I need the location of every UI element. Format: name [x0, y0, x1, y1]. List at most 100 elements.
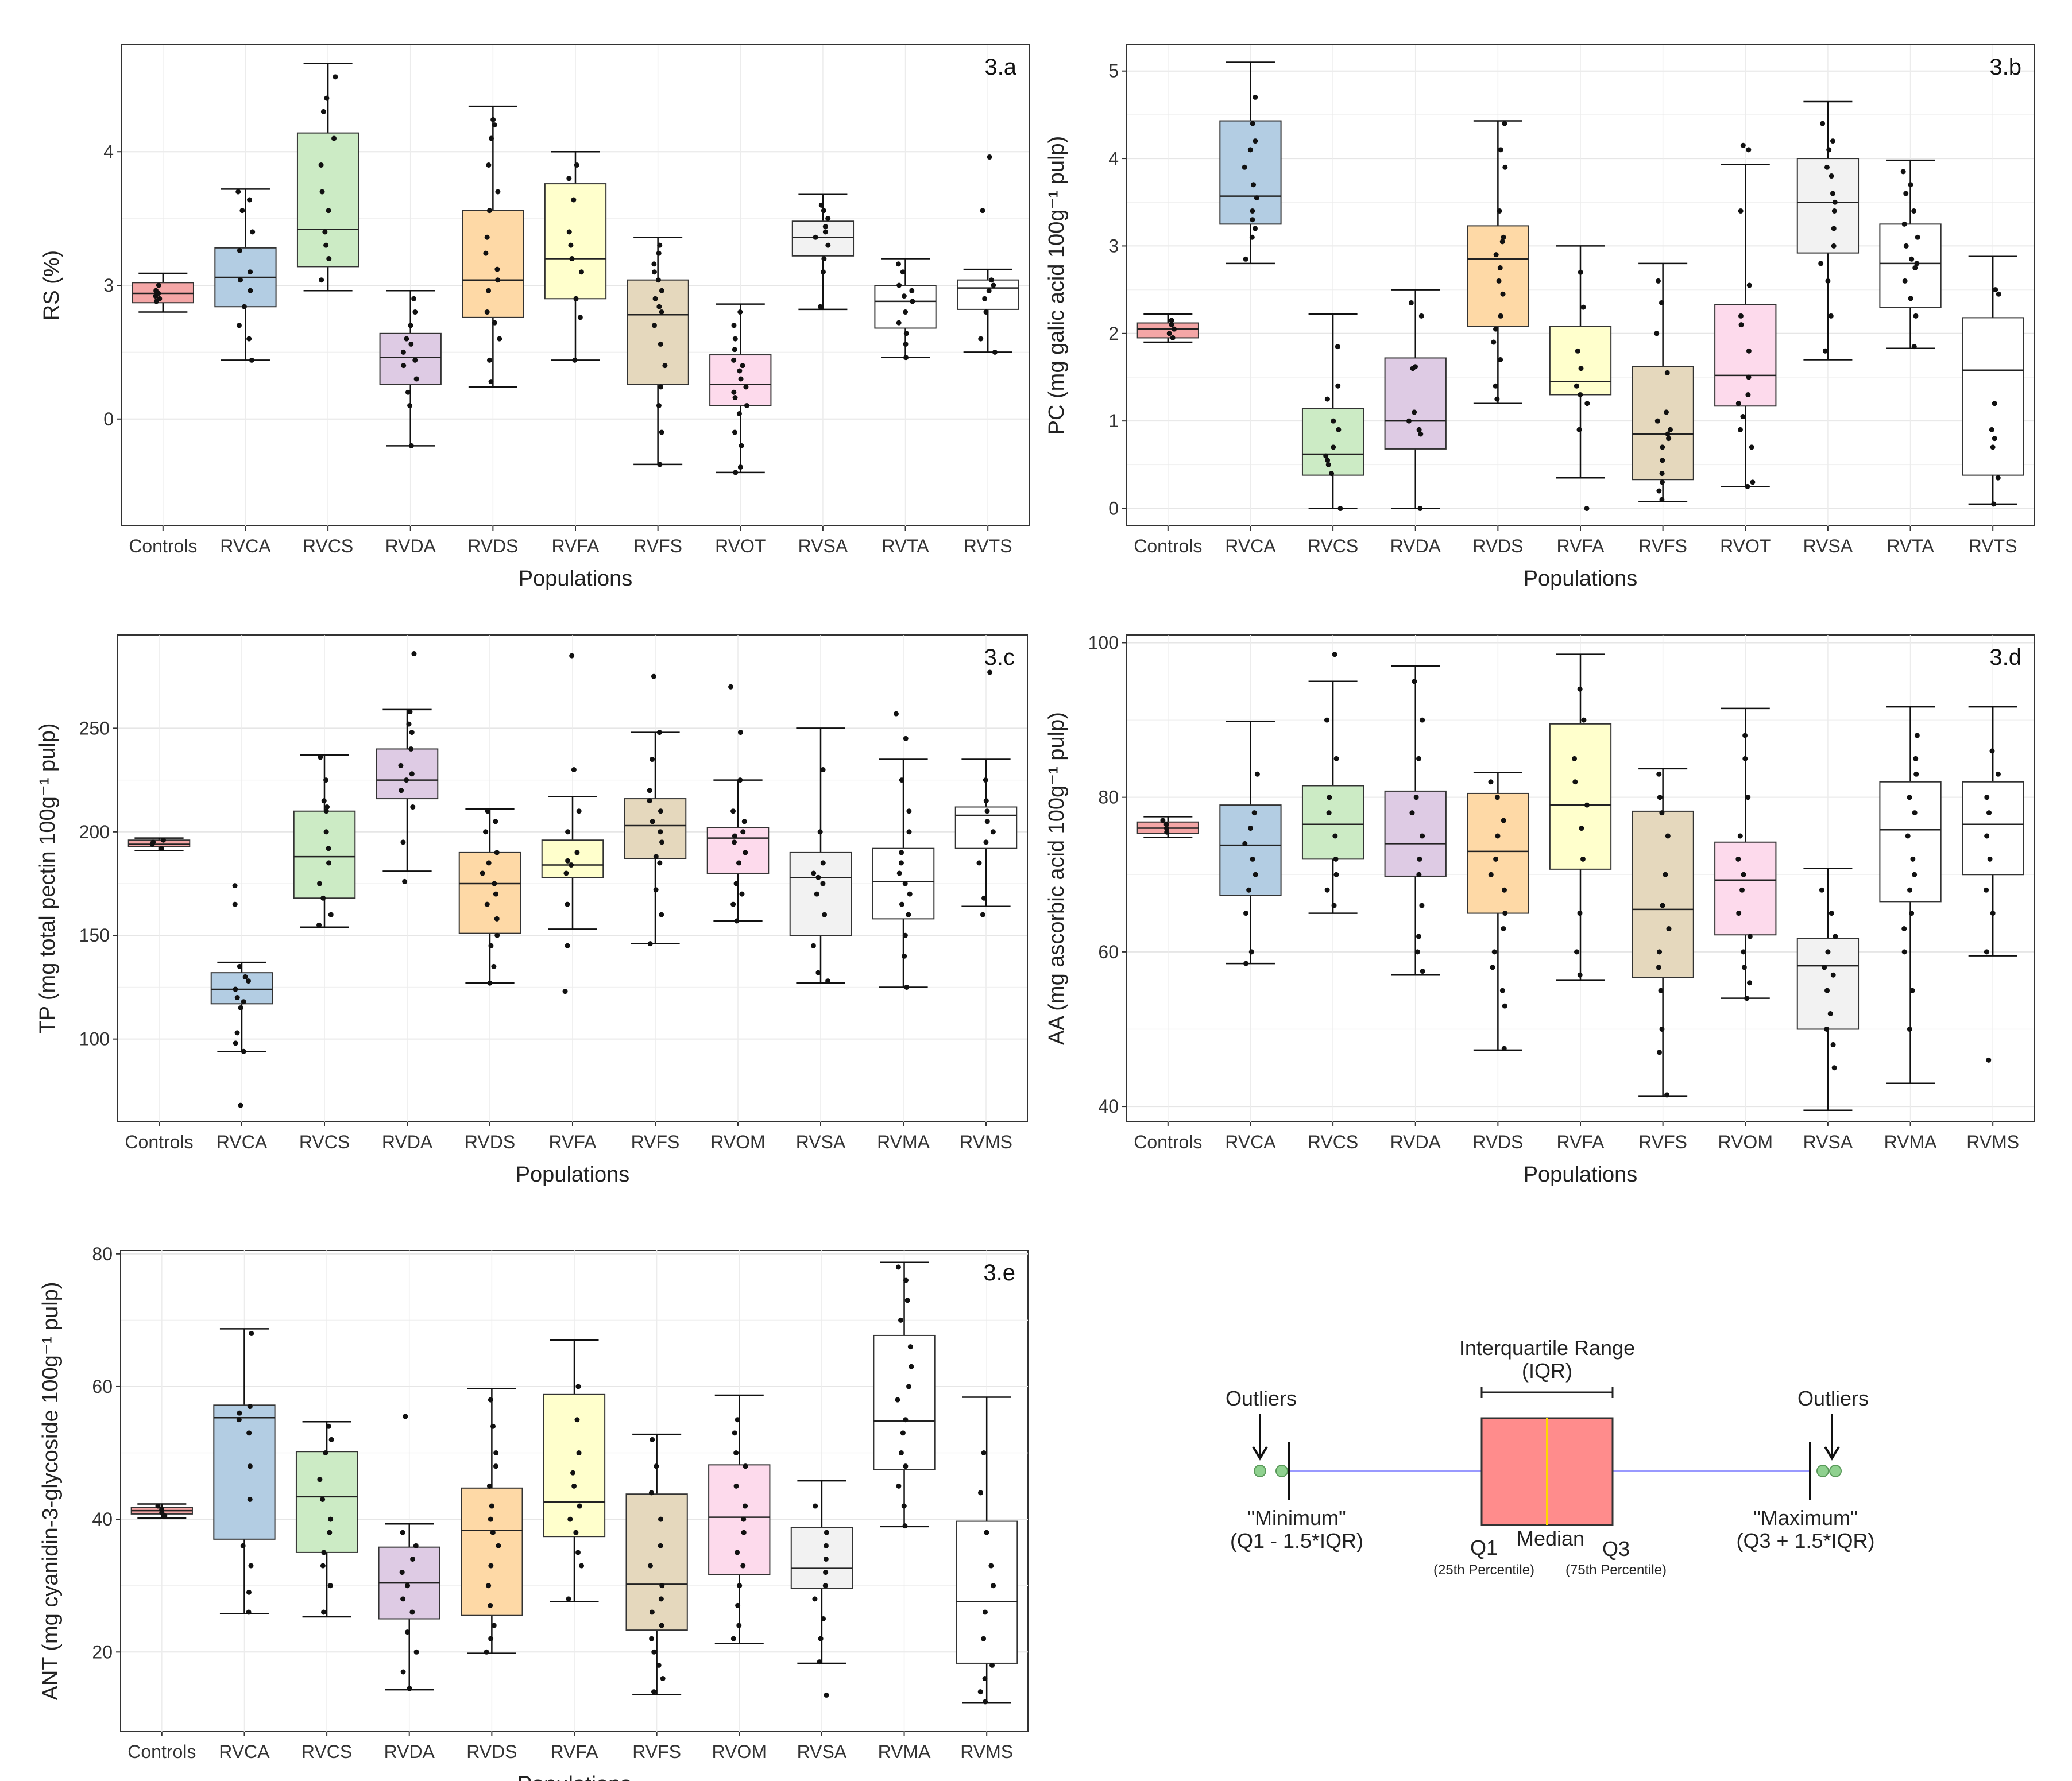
data-point [1905, 833, 1911, 839]
data-point [407, 403, 413, 408]
data-point [647, 798, 652, 804]
data-point [1578, 392, 1583, 397]
data-point [903, 1463, 909, 1469]
data-point [1989, 748, 1995, 754]
data-point [898, 1317, 904, 1323]
data-point [247, 1496, 253, 1502]
data-point [1419, 903, 1425, 908]
data-point [242, 974, 248, 979]
data-point [736, 1623, 742, 1628]
data-point [409, 730, 415, 735]
data-point [988, 1563, 994, 1569]
data-point [904, 1298, 910, 1303]
data-point [491, 1623, 497, 1628]
data-point [571, 197, 577, 203]
data-point [495, 189, 501, 195]
data-point [1901, 949, 1907, 955]
data-point [1830, 1042, 1836, 1047]
data-point [1659, 471, 1665, 477]
data-point [651, 269, 657, 275]
panel-3-d: 40 60 80 100 Controls RVCA RVCS RVDA RVDS RVFA RVF… [1045, 632, 2035, 1187]
data-point [493, 1450, 499, 1456]
data-point [407, 709, 413, 715]
data-point [895, 261, 901, 267]
data-point [900, 269, 906, 275]
legend-outlier-right-1 [1816, 1465, 1829, 1477]
data-point [901, 293, 907, 299]
box-RVDA [1384, 790, 1447, 877]
data-point [736, 860, 742, 866]
data-point [1584, 506, 1590, 512]
data-point [741, 1516, 747, 1522]
data-point [1498, 147, 1503, 153]
data-point [650, 1437, 655, 1442]
data-point [402, 878, 408, 884]
data-point [572, 357, 578, 363]
data-point [577, 1503, 582, 1509]
data-point [909, 1364, 914, 1369]
data-point [410, 1556, 416, 1562]
data-point [567, 1516, 573, 1522]
data-point [574, 850, 580, 855]
data-point [1501, 234, 1506, 240]
data-point [565, 858, 571, 864]
data-point [1251, 182, 1257, 188]
data-point [1819, 887, 1824, 893]
data-point [320, 1609, 326, 1615]
data-point [731, 357, 737, 363]
data-point [1170, 335, 1176, 340]
data-point [1333, 856, 1339, 862]
y-tick-label: 4 [103, 141, 114, 162]
data-point [813, 1503, 818, 1509]
data-point [495, 277, 501, 283]
data-point [1251, 810, 1257, 816]
data-point [486, 1583, 492, 1589]
box-Controls [127, 839, 191, 847]
x-tick-label: RVFS [631, 1132, 680, 1152]
data-point [821, 1616, 826, 1622]
data-point [486, 1483, 492, 1489]
data-point [237, 963, 242, 969]
data-point [1900, 169, 1906, 175]
data-point [732, 839, 737, 845]
data-point [1406, 418, 1412, 424]
data-point [1163, 826, 1169, 831]
x-tick-label: RVDS [1472, 1132, 1523, 1152]
data-point [739, 891, 745, 897]
data-point [571, 767, 577, 773]
data-point [651, 261, 657, 267]
data-point [1408, 300, 1414, 305]
data-point [651, 1649, 657, 1655]
data-point [658, 1596, 664, 1602]
data-point [492, 122, 497, 128]
data-point [1995, 475, 2001, 481]
data-point [232, 883, 238, 889]
data-point [496, 1543, 501, 1548]
data-point [1501, 818, 1506, 823]
data-point [1984, 795, 1990, 800]
box-RVTA [874, 285, 937, 329]
x-tick-label: RVDA [1390, 536, 1441, 556]
x-tick-label: RVOM [1718, 1132, 1773, 1152]
data-point [983, 777, 988, 783]
data-point [984, 819, 990, 824]
legend-median-label: Median [1517, 1527, 1584, 1550]
legend-iqr-abbr: (IQR) [1522, 1359, 1572, 1383]
panel-3-b: 0 1 2 3 4 5 Controls RVCA RVCS RVDA RVDS RVFA RVFS RV… [1045, 44, 2035, 591]
data-point [246, 1589, 252, 1595]
data-point [899, 901, 904, 907]
box-RVFA [541, 839, 604, 878]
x-tick-label: Controls [1134, 1132, 1202, 1152]
data-point [494, 266, 500, 272]
data-point [575, 1550, 581, 1555]
data-point [400, 839, 406, 845]
data-point [1659, 497, 1665, 502]
data-point [159, 1507, 165, 1512]
y-tick-label: 0 [103, 409, 114, 429]
data-point [566, 176, 572, 181]
data-point [492, 881, 497, 886]
data-point [1656, 771, 1662, 777]
data-point [408, 323, 413, 328]
x-tick-label: RVMA [1884, 1132, 1938, 1152]
data-point [237, 247, 242, 253]
